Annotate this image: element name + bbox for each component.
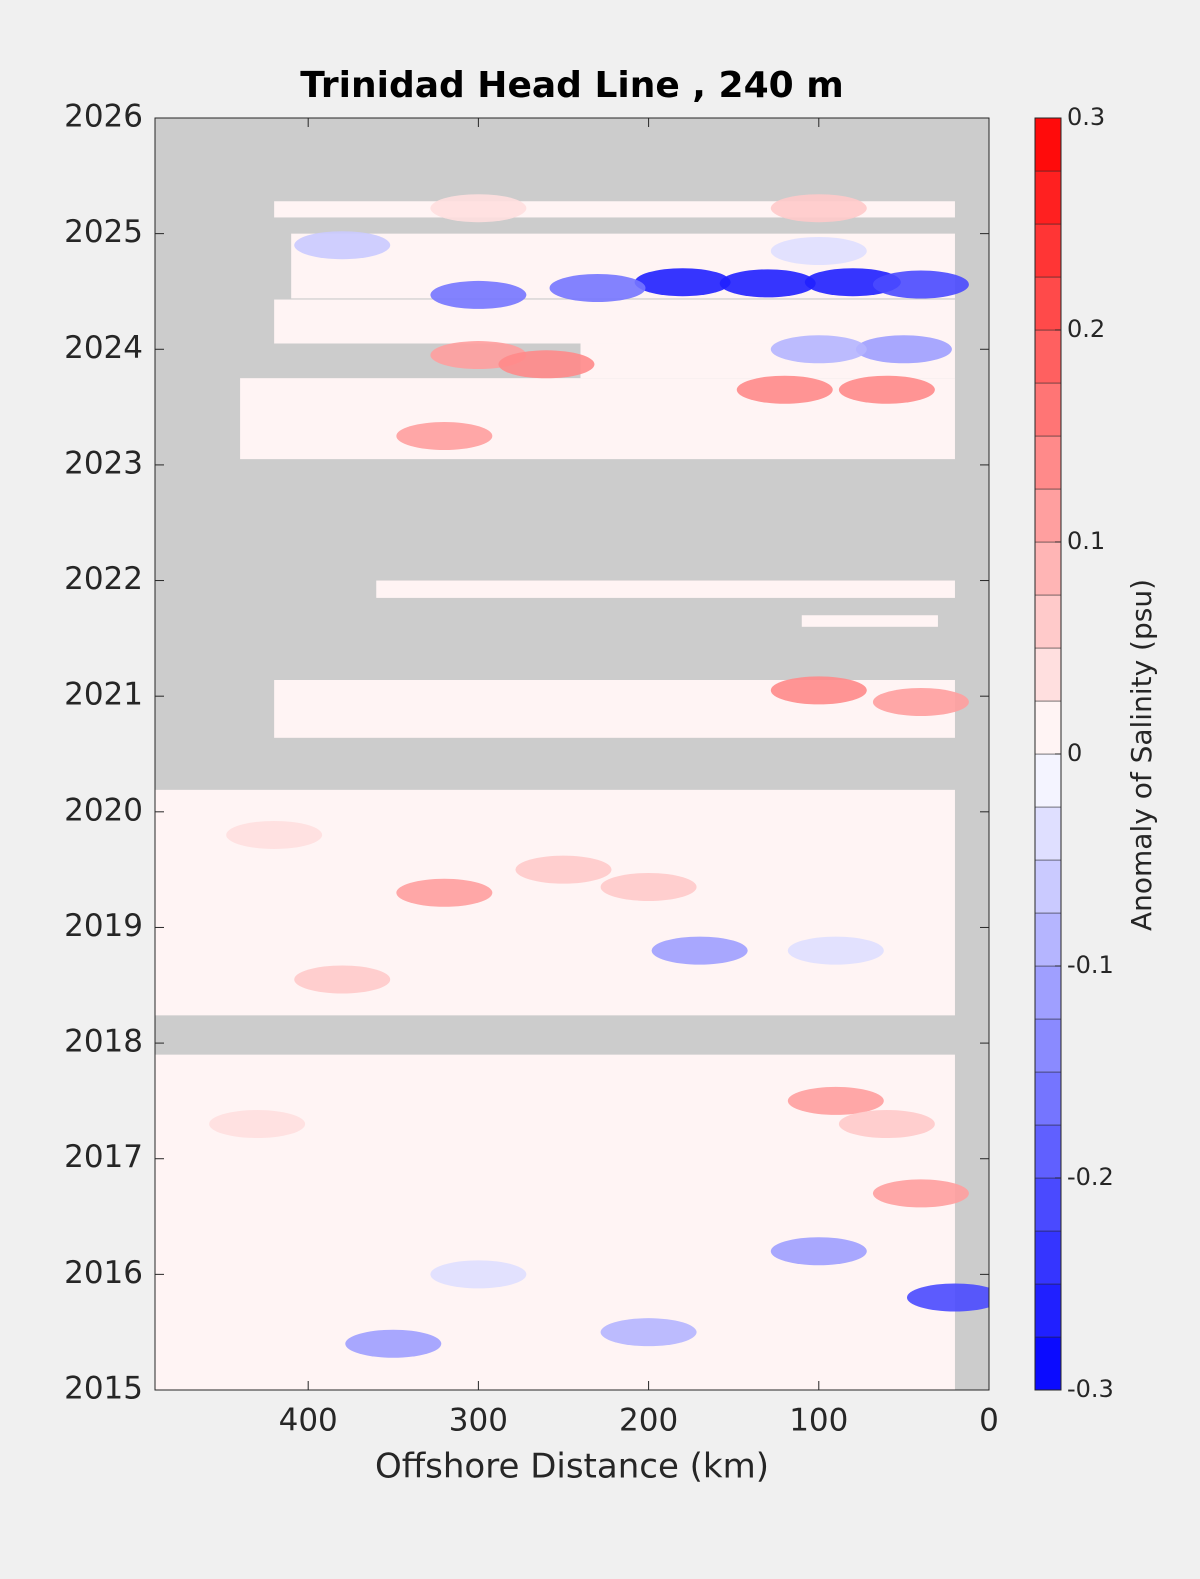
- plot-frame: [154, 117, 990, 1391]
- anomaly-patch: [600, 872, 697, 901]
- colorbar-level: [1034, 1071, 1062, 1126]
- y-tick-label: 2023: [64, 445, 143, 481]
- anomaly-patch: [872, 1179, 969, 1208]
- anomaly-patch: [770, 335, 867, 364]
- anomaly-patch: [838, 1110, 935, 1139]
- anomaly-patch: [855, 335, 952, 364]
- anomaly-patch: [600, 1318, 697, 1347]
- anomaly-patch: [226, 820, 323, 849]
- y-tick-label: 2024: [64, 330, 143, 366]
- data-coverage: [240, 378, 955, 460]
- x-tick-label: 400: [279, 1403, 338, 1439]
- axes: 400 300 200 100 0 2015 2016 2017 2018 2019 2020 202…: [64, 99, 1114, 1439]
- colorbar-tick-label: -0.1: [1067, 951, 1114, 979]
- y-tick-label: 2026: [64, 99, 143, 135]
- colorbar-level: [1034, 1230, 1062, 1285]
- anomaly-patch: [872, 687, 969, 716]
- anomaly-patch: [294, 965, 391, 994]
- y-tick-label: 2021: [64, 677, 143, 713]
- colorbar-level: [1034, 541, 1062, 596]
- y-tick-label: 2015: [64, 1371, 143, 1407]
- x-tick-label: 300: [449, 1403, 508, 1439]
- colorbar-tick-label: -0.2: [1067, 1163, 1114, 1191]
- y-tick-label: 2018: [64, 1024, 143, 1060]
- x-tick-label: 100: [789, 1403, 848, 1439]
- y-tick-label: 2016: [64, 1255, 143, 1291]
- colorbar-level: [1034, 488, 1062, 543]
- colorbar-level: [1034, 753, 1062, 808]
- anomaly-patch: [651, 936, 748, 965]
- colorbar-level: [1034, 223, 1062, 278]
- anomaly-patch: [736, 375, 833, 404]
- anomaly-patch: [906, 1283, 989, 1312]
- anomaly-patch: [719, 269, 816, 298]
- anomaly-patch: [770, 236, 867, 265]
- y-tick-label: 2017: [64, 1139, 143, 1175]
- colorbar-level: [1034, 117, 1062, 172]
- anomaly-patch: [396, 878, 493, 907]
- colorbar-level: [1034, 965, 1062, 1020]
- data-coverage: [801, 615, 938, 627]
- anomaly-patch: [770, 194, 867, 223]
- anomaly-patch: [872, 270, 969, 299]
- colorbar-level: [1034, 1018, 1062, 1073]
- data-coverage: [376, 580, 955, 598]
- anomaly-patch: [209, 1110, 306, 1139]
- anomaly-patch: [770, 676, 867, 705]
- colorbar-level: [1034, 806, 1062, 861]
- anomaly-patch: [430, 1260, 527, 1289]
- colorbar-tick-label: 0.1: [1067, 527, 1105, 555]
- colorbar-tick-label: 0: [1067, 739, 1082, 767]
- x-tick-label: 0: [979, 1403, 999, 1439]
- colorbar-level: [1034, 859, 1062, 914]
- anomaly-patch: [430, 280, 527, 309]
- anomaly-patch: [498, 350, 595, 379]
- colorbar-level: [1034, 912, 1062, 967]
- colorbar-level: [1034, 435, 1062, 490]
- anomaly-patch: [787, 936, 884, 965]
- chart-title: Trinidad Head Line , 240 m: [300, 65, 843, 106]
- x-axis-label: Offshore Distance (km): [375, 1447, 769, 1487]
- anomaly-patch: [345, 1329, 442, 1358]
- colorbar-level: [1034, 329, 1062, 384]
- anomaly-patch: [787, 1086, 884, 1115]
- anomaly-patch: [396, 422, 493, 450]
- colorbar-tick-label: 0.2: [1067, 315, 1105, 343]
- colorbar-level: [1034, 700, 1062, 755]
- anomaly-patch: [430, 194, 527, 223]
- colorbar-level: [1034, 170, 1062, 225]
- x-tick-label: 200: [619, 1403, 678, 1439]
- anomaly-patch: [634, 268, 731, 297]
- colorbar-level: [1034, 1177, 1062, 1232]
- colorbar-level: [1034, 647, 1062, 702]
- colorbar-label: Anomaly of Salinity (psu): [1125, 579, 1158, 931]
- data-coverage: [274, 299, 955, 344]
- y-tick-label: 2025: [64, 214, 143, 250]
- colorbar-tick-label: -0.3: [1067, 1375, 1114, 1403]
- anomaly-patch: [770, 1237, 867, 1266]
- y-tick-label: 2020: [64, 792, 143, 828]
- colorbar-level: [1034, 382, 1062, 437]
- anomaly-patch: [838, 375, 935, 404]
- colorbar-level: [1034, 276, 1062, 331]
- colorbar-level: [1034, 1124, 1062, 1179]
- colorbar-level: [1034, 1336, 1062, 1391]
- colorbar-level: [1034, 1283, 1062, 1338]
- anomaly-patch: [515, 855, 612, 884]
- colorbar-level: [1034, 594, 1062, 649]
- y-tick-label: 2019: [64, 908, 143, 944]
- plot-area: [155, 118, 989, 1390]
- y-tick-label: 2022: [64, 561, 143, 597]
- colorbar-tick-label: 0.3: [1067, 103, 1105, 131]
- anomaly-patch: [549, 273, 646, 302]
- anomaly-patch: [294, 231, 391, 260]
